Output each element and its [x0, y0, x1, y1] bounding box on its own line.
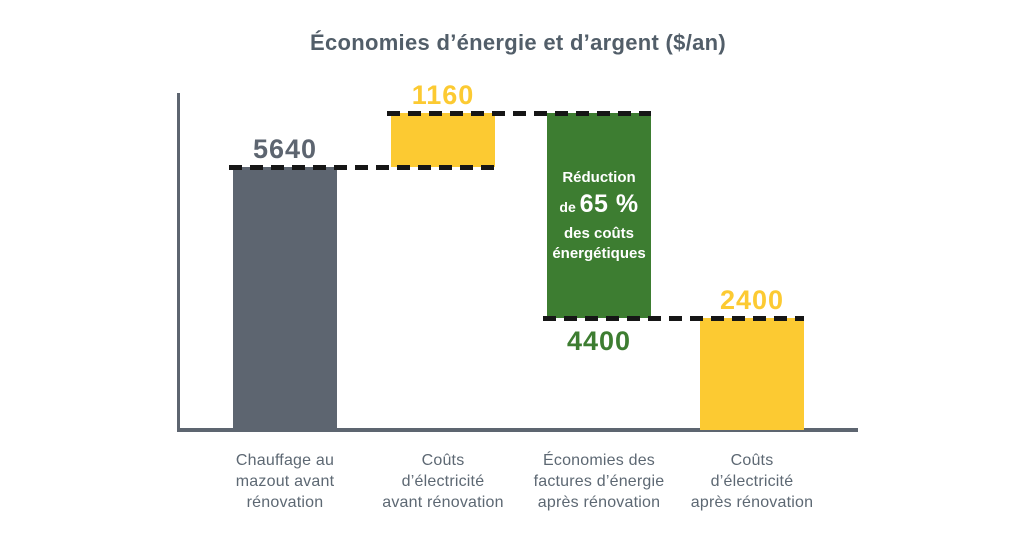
waterfall-connector-line [387, 111, 651, 116]
category-label: Chauffage au mazout avant rénovation [190, 450, 380, 513]
waterfall-bar: Réduction de 65 % des coûts énergétiques [547, 113, 651, 319]
annotation-line-4: énergétiques [552, 244, 646, 262]
category-label: Coûts d’électricité après rénovation [657, 450, 847, 513]
category-label-line: factures d’énergie [533, 473, 665, 490]
annotation-line-1: Réduction [562, 168, 636, 186]
category-label-line: Coûts [421, 452, 465, 469]
bar-value-label: 5640 [252, 134, 318, 165]
category-label-line: après rénovation [537, 494, 661, 511]
category-label-line: Économies des [543, 452, 655, 469]
waterfall-bar [391, 113, 495, 168]
annotation-line-2: de 65 % [547, 188, 651, 224]
annotation-percent-value: 65 % [579, 189, 639, 218]
y-axis-line [177, 93, 180, 432]
category-label-line: Coûts [730, 452, 774, 469]
waterfall-bar [233, 167, 337, 430]
annotation-line-3: des coûts [563, 224, 635, 242]
waterfall-connector-line [543, 316, 804, 322]
bar-value-label: 2400 [719, 285, 785, 316]
waterfall-connector-line [229, 165, 495, 171]
category-label-line: Chauffage au [235, 452, 335, 469]
bar-value-label: 1160 [411, 80, 475, 110]
category-label: Économies des factures d’énergie après rén… [504, 450, 694, 513]
category-label: Coûts d’électricité avant rénovation [348, 450, 538, 513]
category-label-line: après rénovation [690, 494, 814, 511]
category-label-line: d’électricité [401, 473, 485, 490]
category-label-line: mazout avant [235, 473, 335, 490]
category-label-line: d’électricité [710, 473, 794, 490]
category-label-line: avant rénovation [382, 494, 504, 511]
bar-value-label: 4400 [566, 326, 632, 357]
waterfall-bar [700, 318, 804, 430]
chart-title: Économies d’énergie et d’argent ($/an) [309, 30, 727, 55]
bar-annotation: Réduction de 65 % des coûts énergétiques [547, 168, 651, 264]
annotation-prefix: de [559, 198, 580, 215]
category-label-line: rénovation [246, 494, 324, 511]
x-axis-line [177, 428, 858, 432]
